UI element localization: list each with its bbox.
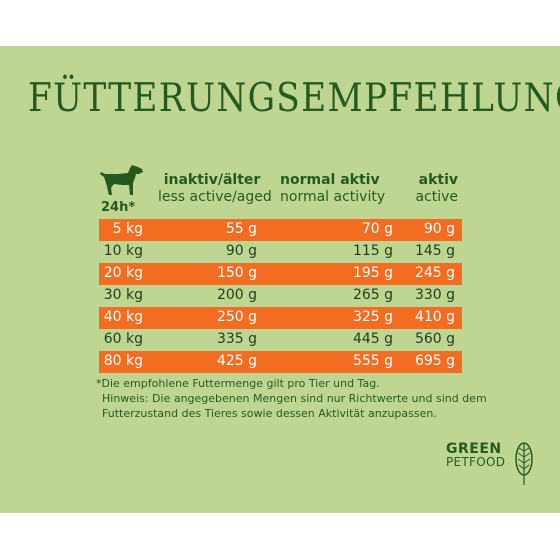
inactive-cell: 90 g <box>225 243 257 259</box>
feeding-panel: FÜTTERUNGSEMPFEHLUNG 24h* inaktiv/älter … <box>0 46 560 513</box>
normal-cell: 195 g <box>352 265 393 281</box>
active-cell: 560 g <box>414 331 455 347</box>
footnote-line: Hinweis: Die angegebenen Mengen sind nur… <box>102 392 487 405</box>
brand-logo: GREEN PETFOOD <box>446 441 533 485</box>
active-cell: 695 g <box>414 353 455 369</box>
leaf-logo-icon <box>515 442 533 485</box>
table-row: 40 kg 250 g 325 g 410 g <box>99 307 462 329</box>
table-row: 60 kg 335 g 445 g 560 g <box>99 329 462 351</box>
footnote-line: *Die empfohlene Futtermenge gilt pro Tie… <box>96 377 380 390</box>
weight-cell: 20 kg <box>103 265 143 281</box>
active-cell: 145 g <box>414 243 455 259</box>
weight-cell: 80 kg <box>103 353 143 369</box>
column-header-en: normal activity <box>280 189 386 205</box>
page-title: FÜTTERUNGSEMPFEHLUNG <box>28 76 560 121</box>
normal-cell: 265 g <box>352 287 393 303</box>
column-header-en: less active/aged <box>158 189 272 205</box>
active-cell: 410 g <box>414 309 455 325</box>
inactive-cell: 425 g <box>216 353 257 369</box>
column-header-normal: normal aktiv normal activity <box>280 172 386 205</box>
inactive-cell: 150 g <box>216 265 257 281</box>
normal-cell: 115 g <box>352 243 393 259</box>
weight-cell: 30 kg <box>103 287 143 303</box>
column-header-en: active <box>415 189 458 205</box>
weight-cell: 10 kg <box>103 243 143 259</box>
table-row: 5 kg 55 g 70 g 90 g <box>99 219 462 241</box>
inactive-cell: 200 g <box>216 287 257 303</box>
footnote-line: Futterzustand des Tieres sowie dessen Ak… <box>102 407 437 420</box>
inactive-cell: 335 g <box>216 331 257 347</box>
active-cell: 90 g <box>423 221 455 237</box>
footnote: *Die empfohlene Futtermenge gilt pro Tie… <box>96 376 496 421</box>
table-row: 20 kg 150 g 195 g 245 g <box>99 263 462 285</box>
normal-cell: 70 g <box>361 221 393 237</box>
inactive-cell: 55 g <box>225 221 257 237</box>
active-cell: 245 g <box>414 265 455 281</box>
brand-name-line1: GREEN <box>446 441 502 457</box>
normal-cell: 555 g <box>352 353 393 369</box>
column-header-active: aktiv active <box>404 172 458 205</box>
weight-cell: 60 kg <box>103 331 143 347</box>
normal-cell: 445 g <box>352 331 393 347</box>
table-row: 30 kg 200 g 265 g 330 g <box>99 285 462 307</box>
column-header-inactive: inaktiv/älter less active/aged <box>158 172 272 205</box>
weight-cell: 5 kg <box>112 221 143 237</box>
per-day-label: 24h* <box>101 200 136 215</box>
inactive-cell: 250 g <box>216 309 257 325</box>
brand-name-line2: PETFOOD <box>446 455 506 469</box>
table-row: 80 kg 425 g 555 g 695 g <box>99 351 462 373</box>
column-header-de: normal aktiv <box>280 172 380 188</box>
active-cell: 330 g <box>414 287 455 303</box>
column-header-de: aktiv <box>418 172 458 188</box>
table-row: 10 kg 90 g 115 g 145 g <box>99 241 462 263</box>
dog-icon <box>100 165 143 195</box>
normal-cell: 325 g <box>352 309 393 325</box>
weight-cell: 40 kg <box>103 309 143 325</box>
column-header-de: inaktiv/älter <box>163 172 261 188</box>
